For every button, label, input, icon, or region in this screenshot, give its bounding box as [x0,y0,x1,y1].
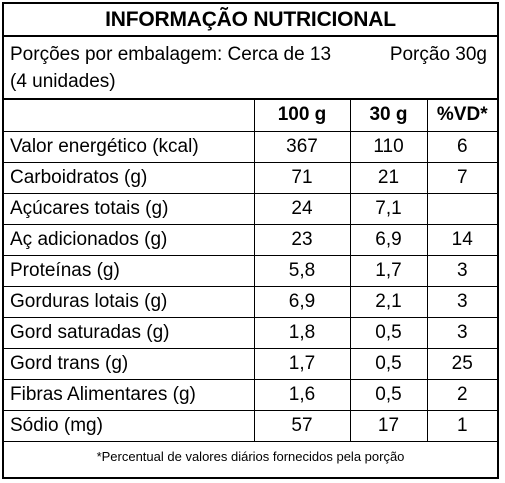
value-per-100g: 1,7 [254,348,351,380]
value-daily-percent: 3 [427,255,497,287]
nutrient-name: Aç adicionados (g) [4,224,255,256]
value-per-30g: 0,5 [350,317,428,349]
value-per-100g: 1,6 [254,379,351,411]
value-daily-percent: 7 [427,162,497,194]
value-daily-percent: 25 [427,348,497,380]
value-daily-percent: 3 [427,317,497,349]
nutrient-name: Carboidratos (g) [4,162,255,194]
value-per-30g: 0,5 [350,379,428,411]
value-per-30g: 1,7 [350,255,428,287]
column-header-100g: 100 g [254,100,351,132]
table-row: Carboidratos (g) 71 21 7 [4,162,497,194]
column-header-30g: 30 g [350,100,428,132]
column-header-nutrient [4,100,255,132]
value-per-100g: 6,9 [254,286,351,318]
serving-units: (4 unidades) [10,71,116,92]
table-row: Gorduras lotais (g) 6,9 2,1 3 [4,286,497,318]
table-row: Gord trans (g) 1,7 0,5 25 [4,348,497,380]
value-per-30g: 21 [350,162,428,194]
nutrient-name: Sódio (mg) [4,410,255,441]
nutrient-name: Proteínas (g) [4,255,255,287]
table-row: Proteínas (g) 5,8 1,7 3 [4,255,497,287]
portion-info: Porções por embalagem: Cerca de 13 Porçã… [4,37,497,100]
table-row: Fibras Alimentares (g) 1,6 0,5 2 [4,379,497,411]
nutrient-name: Gorduras lotais (g) [4,286,255,318]
value-daily-percent: 14 [427,224,497,256]
value-daily-percent [427,193,497,225]
value-per-30g: 110 [350,131,428,163]
value-daily-percent: 1 [456,414,468,436]
column-header-vd: %VD* [427,100,497,132]
table-row: Açúcares totais (g) 24 7,1 [4,193,497,225]
value-per-100g: 23 [254,224,351,256]
nutrient-name: Valor energético (kcal) [4,131,255,163]
value-per-100g: 71 [254,162,351,194]
table-row: Valor energético (kcal) 367 110 6 [4,131,497,163]
value-per-100g: 24 [254,193,351,225]
table-row: Sódio (mg) 57 17 1 [4,410,497,441]
nutrient-name: Gord saturadas (g) [4,317,255,349]
value-daily-percent: 6 [427,131,497,163]
value-daily-percent: 3 [427,286,497,318]
nutrient-name: Fibras Alimentares (g) [4,379,255,411]
value-per-30g: 2,1 [350,286,428,318]
value-per-30g: 0,5 [350,348,428,380]
servings-per-package: Porções por embalagem: Cerca de 13 [10,44,332,65]
nutrient-name: Açúcares totais (g) [4,193,255,225]
value-per-30g: 6,9 [350,224,428,256]
nutrition-table: 100 g 30 g %VD* Valor energético (kcal) 3… [4,100,497,441]
nutrient-name: Gord trans (g) [4,348,255,380]
value-daily-percent: 2 [427,379,497,411]
value-per-100g: 57 [254,410,351,441]
value-per-30g: 17 [350,410,428,441]
table-header-row: 100 g 30 g %VD* [4,100,497,132]
footnote: *Percentual de valores diários fornecido… [4,441,497,471]
nutrition-facts-label: INFORMAÇÃO NUTRICIONAL Porções por embal… [2,2,499,479]
value-per-100g: 5,8 [254,255,351,287]
table-row: Aç adicionados (g) 23 6,9 14 [4,224,497,256]
value-per-30g: 7,1 [350,193,428,225]
value-per-100g: 1,8 [254,317,351,349]
value-per-100g: 367 [254,131,351,163]
label-title: INFORMAÇÃO NUTRICIONAL [4,4,497,37]
table-row: Gord saturadas (g) 1,8 0,5 3 [4,317,497,349]
serving-size: Porção 30g [389,44,487,65]
